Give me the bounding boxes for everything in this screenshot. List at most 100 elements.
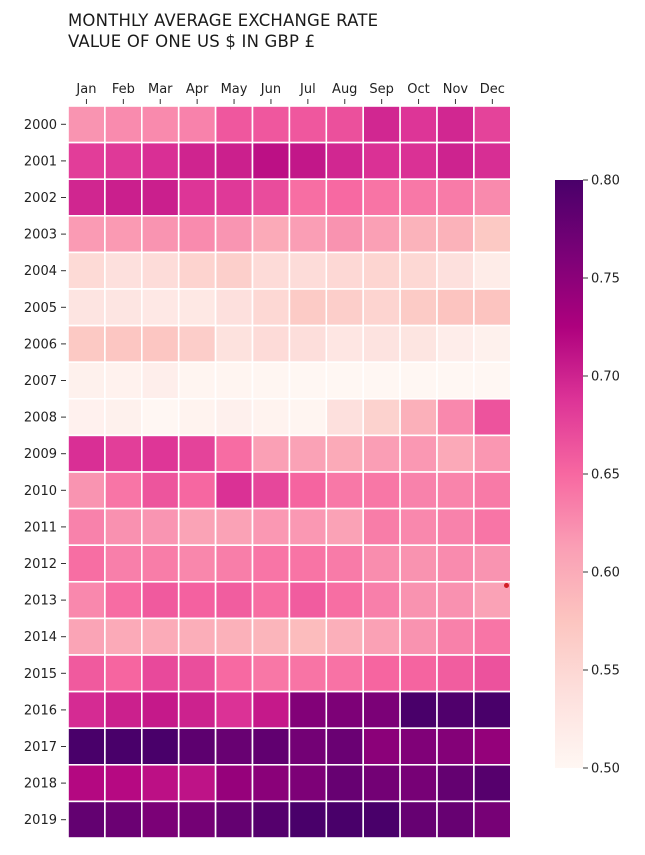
chart-title-line-2: VALUE OF ONE US $ IN GBP £ (68, 32, 316, 51)
heatmap-cell-2010-Sep (362, 471, 401, 510)
heatmap-cell-2012-Nov (436, 544, 475, 583)
colorbar-tick-label-0.75: 0.75 (591, 272, 620, 287)
heatmap-cell-2007-Jul (288, 361, 328, 400)
heatmap-cell-2014-Oct (399, 617, 438, 656)
heatmap-cell-2018-Oct (399, 763, 438, 803)
heatmap-cell-2004-May (214, 251, 254, 290)
heatmap-cell-2016-Feb (104, 690, 143, 729)
heatmap-cell-2018-Jan (67, 763, 106, 803)
heatmap-cell-2010-Mar (141, 471, 180, 510)
heatmap-cell-2018-Dec (473, 763, 512, 803)
heatmap-cell-2014-Jul (288, 617, 328, 656)
heatmap-cell-2005-Nov (436, 288, 475, 327)
heatmap-cell-2004-Mar (141, 251, 180, 290)
heatmap-cell-2003-Jan (67, 215, 106, 254)
heatmap-cell-2013-Mar (141, 580, 180, 620)
heatmap-cell-2001-Apr (177, 141, 217, 181)
heatmap-cell-2007-Jan (67, 361, 106, 400)
month-label-dec: Dec (480, 82, 505, 97)
month-label-jun: Jun (260, 82, 281, 97)
year-label-2013: 2013 (24, 594, 57, 609)
colorbar-bar (555, 180, 583, 768)
heatmap-cell-2008-Dec (473, 397, 512, 437)
heatmap-cell-2007-Oct (399, 361, 438, 400)
heatmap-cell-2016-May (214, 690, 254, 729)
heatmap-cell-2002-Feb (104, 178, 143, 217)
heatmap-cell-2007-Feb (104, 361, 143, 400)
heatmap-cell-2018-Feb (104, 763, 143, 803)
heatmap-cell-2011-Jul (288, 507, 328, 547)
heatmap-cell-2009-Sep (362, 434, 401, 473)
month-label-sep: Sep (369, 82, 394, 97)
heatmap-cell-2013-Nov (436, 580, 475, 620)
heatmap-cell-2001-Jan (67, 141, 106, 181)
heatmap-cell-2016-Sep (362, 690, 401, 729)
colorbar-tick-label-0.55: 0.55 (591, 664, 620, 679)
heatmap-cell-2000-Mar (141, 105, 180, 144)
heatmap-cell-2009-Mar (141, 434, 180, 473)
heatmap-cell-2010-Nov (436, 471, 475, 510)
colorbar-tick-label-0.50: 0.50 (591, 762, 620, 777)
heatmap-cell-2018-Jun (251, 763, 291, 803)
year-label-2011: 2011 (24, 520, 57, 535)
month-axis: Jan Feb Mar Apr May Jun Jul Aug Sep Oct Nov Dec (75, 82, 505, 104)
heatmap-cell-2008-May (214, 397, 254, 437)
heatmap-cell-2004-Dec (473, 251, 512, 290)
heatmap-cell-2019-Jul (288, 800, 328, 839)
heatmap-cell-2012-Jun (251, 544, 291, 583)
heatmap-cell-2010-Apr (177, 471, 217, 510)
colorbar-tick-label-0.70: 0.70 (591, 370, 620, 385)
heatmap-cell-2001-May (214, 141, 254, 181)
heatmap-cell-2018-May (214, 763, 254, 803)
heatmap-cell-2010-Aug (325, 471, 364, 510)
month-label-oct: Oct (407, 82, 429, 97)
heatmap-cell-2004-Feb (104, 251, 143, 290)
heatmap-cell-2011-Jan (67, 507, 106, 547)
heatmap-cell-2002-Dec (473, 178, 512, 217)
heatmap-cell-2009-May (214, 434, 254, 473)
heatmap-cell-2005-Oct (399, 288, 438, 327)
heatmap-cell-2001-Sep (362, 141, 401, 181)
heatmap-cell-2012-Mar (141, 544, 180, 583)
heatmap-cell-2001-Aug (325, 141, 364, 181)
year-label-2007: 2007 (24, 374, 57, 389)
heatmap-cell-2015-Jul (288, 654, 328, 693)
heatmap-cell-2011-Sep (362, 507, 401, 547)
heatmap-cell-2011-Feb (104, 507, 143, 547)
heatmap-cell-2015-Apr (177, 654, 217, 693)
heatmap-cell-2002-Jan (67, 178, 106, 217)
heatmap-cell-2014-Apr (177, 617, 217, 656)
heatmap-cell-2010-Jan (67, 471, 106, 510)
heatmap-cell-2002-Jul (288, 178, 328, 217)
heatmap-cell-2003-Jun (251, 215, 291, 254)
heatmap-cell-2008-Mar (141, 397, 180, 437)
heatmap-cell-2002-Jun (251, 178, 291, 217)
heatmap-cell-2016-Mar (141, 690, 180, 729)
colorbar-tick-label-0.60: 0.60 (591, 566, 620, 581)
heatmap-cell-2016-Jun (251, 690, 291, 729)
heatmap-cell-2013-Sep (362, 580, 401, 620)
heatmap-cell-2001-Nov (436, 141, 475, 181)
heatmap-cell-2007-Dec (473, 361, 512, 400)
heatmap-cell-2007-Sep (362, 361, 401, 400)
heatmap-cell-2006-Jan (67, 324, 106, 364)
year-label-2015: 2015 (24, 667, 57, 682)
heatmap-cell-2006-Apr (177, 324, 217, 364)
heatmap-cell-2009-Nov (436, 434, 475, 473)
heatmap-cell-2003-Feb (104, 215, 143, 254)
heatmap-cell-2010-Feb (104, 471, 143, 510)
heatmap-cell-2002-May (214, 178, 254, 217)
heatmap-cell-2018-Jul (288, 763, 328, 803)
heatmap-cell-2009-Feb (104, 434, 143, 473)
heatmap-cell-2008-Aug (325, 397, 364, 437)
heatmap-cell-2003-Jul (288, 215, 328, 254)
heatmap-cell-2011-Mar (141, 507, 180, 547)
month-label-jan: Jan (75, 82, 96, 97)
heatmap-cell-2006-Oct (399, 324, 438, 364)
heatmap-cell-2015-Nov (436, 654, 475, 693)
heatmap-cell-2000-Jun (251, 105, 291, 144)
heatmap-cell-2019-Aug (325, 800, 364, 839)
heatmap-cell-2009-Aug (325, 434, 364, 473)
heatmap-cell-2003-Apr (177, 215, 217, 254)
heatmap-cell-2009-Jul (288, 434, 328, 473)
